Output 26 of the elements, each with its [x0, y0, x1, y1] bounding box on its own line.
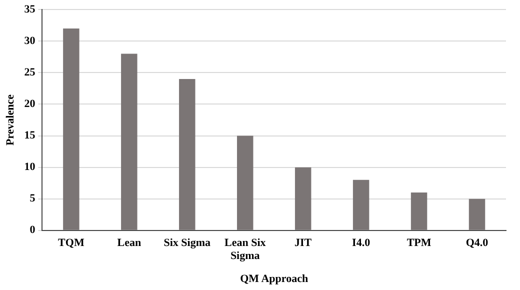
y-tick-label: 10 [24, 161, 36, 174]
y-tick-label: 30 [24, 34, 36, 47]
bar [121, 54, 138, 230]
y-tick-label: 25 [24, 66, 36, 79]
y-axis-title: Prevalence [4, 94, 16, 146]
x-tick-label: JIT [294, 236, 312, 249]
bar [63, 28, 80, 230]
x-tick-label: Six Sigma [164, 236, 212, 249]
bar [179, 78, 196, 230]
x-tick-label: TQM [58, 236, 85, 249]
y-tick-label: 35 [24, 3, 36, 16]
y-tick-label: 20 [24, 98, 36, 110]
x-axis-title: QM Approach [240, 273, 308, 286]
y-tick-label: 5 [30, 192, 36, 205]
x-tick-label: I4.0 [352, 236, 371, 249]
bar [468, 198, 486, 230]
bar [294, 167, 312, 230]
bar [236, 136, 254, 230]
x-tick-label: TPM [406, 236, 432, 249]
y-tick-label: 15 [24, 130, 36, 142]
y-tick-label: 0 [30, 224, 36, 236]
x-tick-label: Q4.0 [466, 236, 489, 249]
bar [410, 192, 428, 230]
x-tick-label: Lean [117, 236, 142, 249]
bar [352, 180, 370, 230]
x-tick-label: Lean Six Sigma [224, 236, 266, 262]
